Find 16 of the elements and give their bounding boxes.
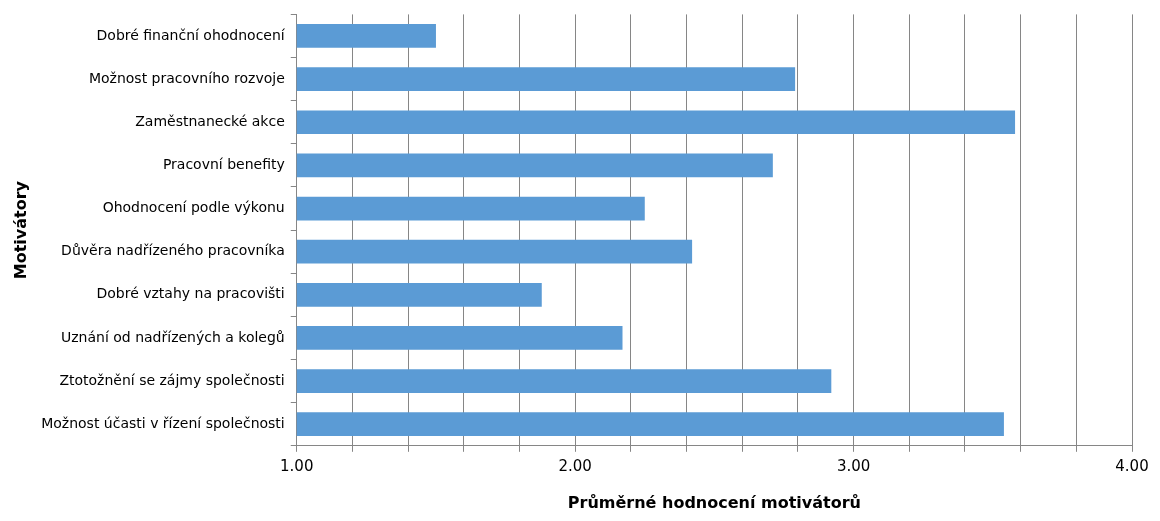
y-tick-label: Pracovní benefity <box>162 156 285 173</box>
y-tick-label: Zaměstnanecké akce <box>135 112 285 129</box>
y-axis-title: Motivátory <box>10 180 30 280</box>
y-tick-label: Uznání od nadřízených a kolegů <box>60 328 285 345</box>
y-tick-label: Dobré finanční ohodnocení <box>96 26 286 43</box>
y-tick-label: Možnost pracovního rozvoje <box>88 69 285 86</box>
x-tick-label: 4.00 <box>1115 456 1149 475</box>
x-tick-label: 1.00 <box>280 456 314 475</box>
x-tick-label: 2.00 <box>558 456 592 475</box>
y-tick-label: Dobré vztahy na pracovišti <box>96 285 285 302</box>
x-tick-label: 3.00 <box>836 456 871 475</box>
y-tick-label: Možnost účasti v řízení společnosti <box>41 414 285 431</box>
y-tick-label: Důvěra nadřízeného pracovníka <box>61 242 285 259</box>
x-axis-title: Průměrné hodnocení motivátorů <box>567 492 861 512</box>
y-tick-label: Ztotožnění se zájmy společnosti <box>59 371 285 388</box>
y-tick-label: Ohodnocení podle výkonu <box>102 199 285 216</box>
